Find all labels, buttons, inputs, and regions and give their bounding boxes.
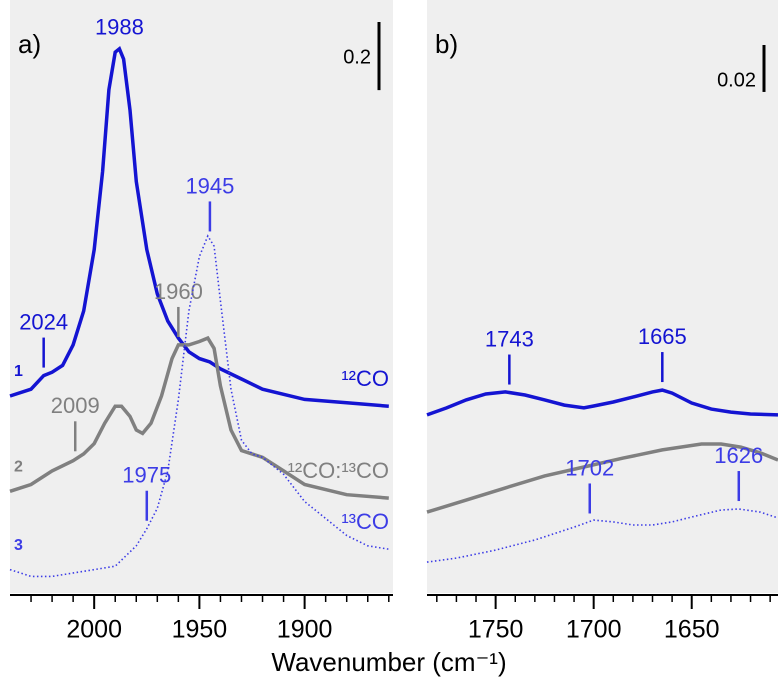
- peak-label: 2024: [19, 309, 68, 334]
- scale-bar-label: 0.02: [717, 69, 756, 91]
- spectrum-line: [9, 234, 389, 578]
- x-tick-label: 1750: [468, 616, 524, 644]
- x-tick-label: 1900: [277, 616, 333, 644]
- peak-label: 1945: [185, 173, 234, 198]
- series-name: ¹²CO:¹³CO: [288, 458, 389, 483]
- panel-label: a): [18, 29, 41, 59]
- x-tick-label: 1700: [566, 616, 622, 644]
- x-tick-label: 1950: [172, 616, 228, 644]
- spectrum-line: [9, 45, 389, 408]
- peak-label: 1665: [638, 324, 687, 349]
- series-index: 2: [14, 459, 23, 476]
- series-name: ¹²CO: [341, 366, 389, 391]
- peak-label: 2009: [51, 393, 100, 418]
- spectrum-line: [9, 335, 389, 500]
- peak-label: 1743: [485, 326, 534, 351]
- x-axis-label: Wavenumber (cm⁻¹): [271, 647, 506, 677]
- series-index: 1: [14, 363, 23, 380]
- peak-label: 1702: [565, 455, 614, 480]
- x-tick-label: 1650: [664, 616, 720, 644]
- peak-label: 1960: [154, 279, 203, 304]
- spectrum-line: [426, 442, 778, 514]
- peak-label: 1975: [122, 463, 171, 488]
- peak-label: 1988: [95, 15, 144, 40]
- x-tick-label: 2000: [66, 616, 122, 644]
- plot-background: [10, 0, 393, 593]
- scale-bar-label: 0.2: [343, 46, 371, 68]
- panel-label: b): [435, 29, 458, 59]
- spectrum-line: [426, 388, 778, 417]
- series-index: 3: [14, 537, 23, 554]
- peak-label: 1626: [714, 443, 763, 468]
- series-name: ¹³CO: [341, 509, 389, 534]
